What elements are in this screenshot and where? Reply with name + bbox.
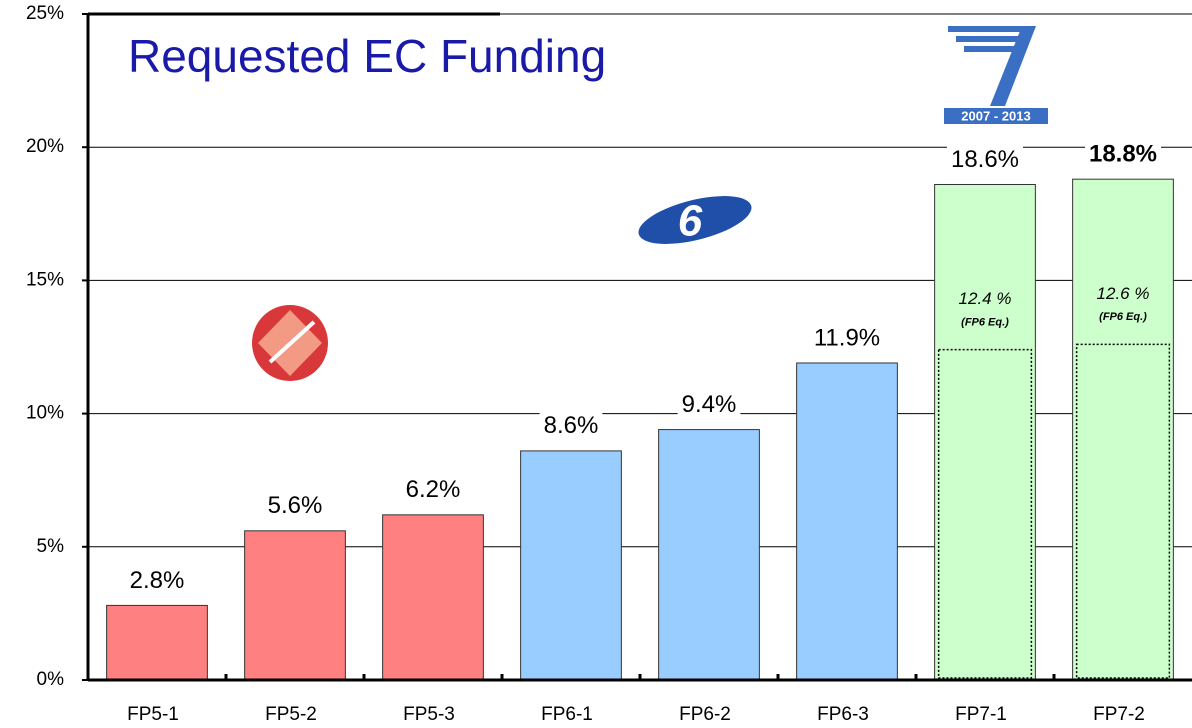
y-tick-label: 25% [26,3,64,24]
value-label: 11.9% [814,324,880,351]
value-label-bg [401,476,465,504]
bar [658,429,760,681]
value-label: 18.6% [951,146,1019,173]
fp5-logo [252,305,328,381]
fp6-equivalent-label: 12.6 % [1097,284,1150,303]
fp6-equivalent-note: (FP6 Eq.) [961,317,1009,329]
x-tick-label: FP6-1 [541,704,593,725]
bar [106,604,208,681]
value-label-bg [263,492,327,520]
fp6-logo: 6 [638,196,752,246]
bar [1072,178,1174,681]
x-tick-label: FP5-3 [403,704,455,725]
value-label-bg [809,324,885,352]
value-label: 8.6% [544,412,599,439]
fp6-equivalent-note: (FP6 Eq.) [1099,311,1147,323]
chart-title: Requested EC Funding [128,30,606,82]
x-tick-label: FP6-3 [817,704,869,725]
value-label: 18.8% [1089,141,1157,168]
value-label: 9.4% [682,391,737,418]
y-tick-label: 15% [26,269,64,290]
y-tick-label: 20% [26,136,64,157]
y-tick-label: 5% [37,536,65,557]
bar [796,362,898,681]
x-tick-label: FP7-1 [955,704,1007,725]
value-label: 2.8% [130,567,185,594]
bar [520,450,622,681]
value-label: 6.2% [406,476,461,503]
value-label-bg [125,566,189,594]
y-tick-label: 10% [26,403,64,424]
value-label-bg [677,390,741,418]
fp6-equivalent-bar [937,348,1033,679]
x-tick-label: FP6-2 [679,704,731,725]
value-label-bg [946,145,1024,173]
y-tick-label: 0% [37,669,65,690]
value-label-bg [539,412,603,440]
x-tick-label: FP5-2 [265,704,317,725]
x-tick-label: FP5-1 [127,704,179,725]
x-tick-label: FP7-2 [1093,704,1145,725]
bar [934,183,1036,681]
fp7-logo: 2007 - 2013 [944,26,1048,124]
fp6-equivalent-label: 12.4 % [959,289,1012,308]
value-label-bg [1084,140,1162,168]
bar [382,514,484,681]
svg-text:2007 - 2013: 2007 - 2013 [961,108,1030,123]
fp6-equivalent-bar [1075,343,1171,679]
value-label: 5.6% [268,492,323,519]
svg-text:6: 6 [678,197,703,246]
bar [244,530,346,681]
